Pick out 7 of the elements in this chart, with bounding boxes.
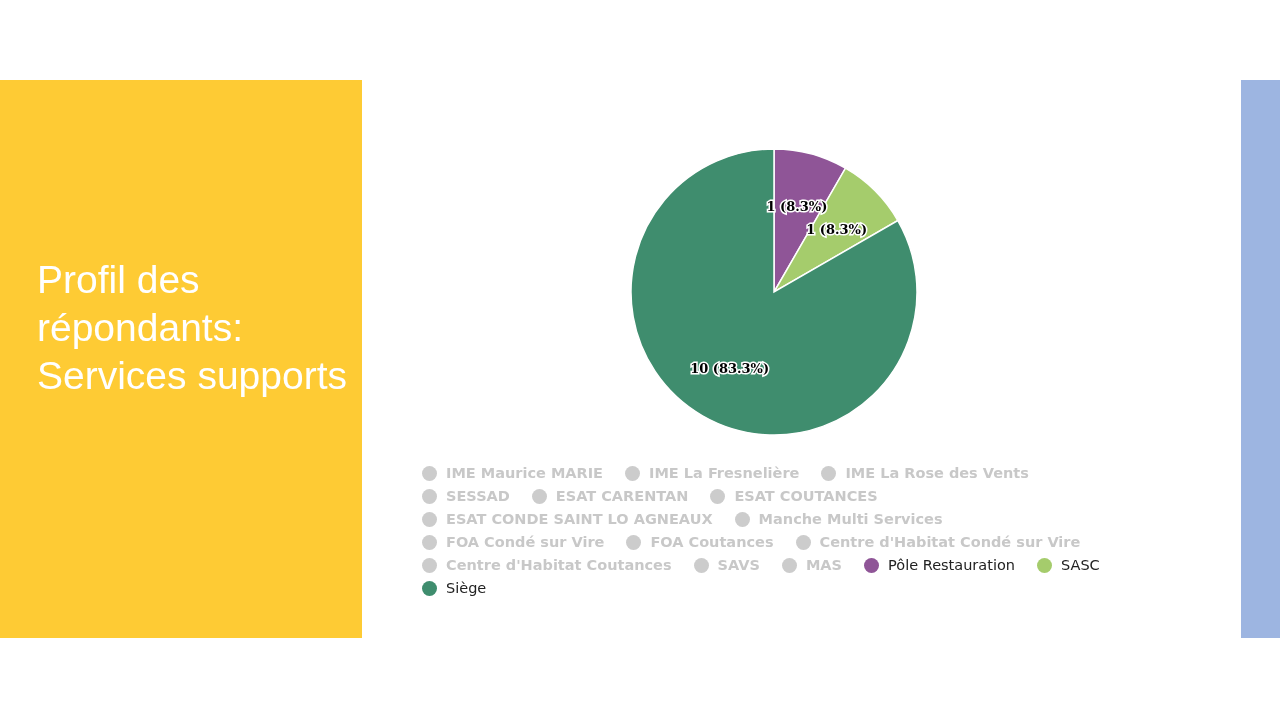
data-label: 10 (83.3%) <box>690 361 770 377</box>
legend-label: Siège <box>446 580 487 596</box>
text: Profil des répondants: Services supports <box>37 257 347 399</box>
data-label: 1 (8.3%) <box>806 221 868 237</box>
pie-slice <box>630 148 918 436</box>
legend-label: SASC <box>1061 557 1100 573</box>
legend-label: Pôle Restauration <box>888 557 1015 573</box>
